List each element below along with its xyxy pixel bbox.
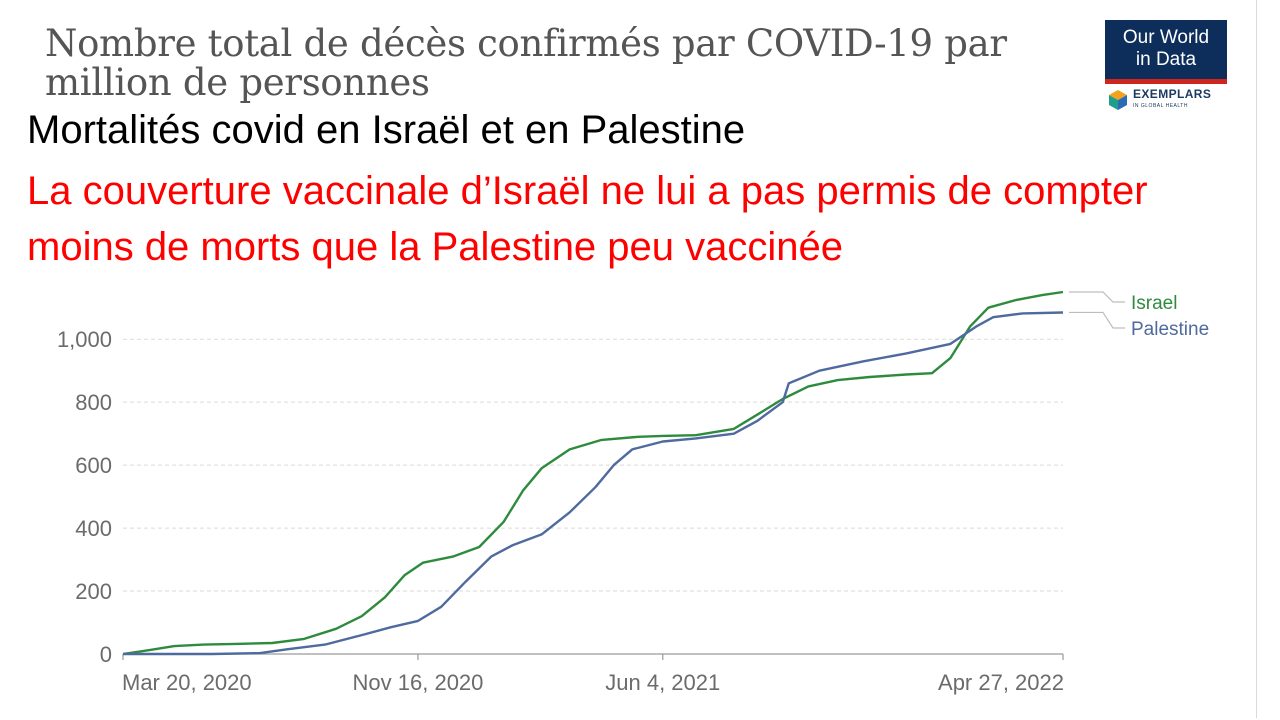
owid-logo-box: Our World in Data — [1105, 20, 1227, 84]
line-chart: 0 200 400 600 800 1,000 Mar 20, 2020 Nov 16, 20… — [57, 290, 1209, 695]
series-line-palestine — [123, 311, 1064, 656]
y-tick-label: 1,000 — [57, 327, 112, 352]
owid-logo[interactable]: Our World in Data EXEMPLARS IN GLOBAL HE… — [1105, 20, 1227, 112]
series-line-israel — [122, 290, 1064, 656]
x-tick-label: Apr 27, 2022 — [938, 670, 1064, 695]
exemplars-label: EXEMPLARS IN GLOBAL HEALTH — [1133, 88, 1211, 112]
slide-frame — [1256, 0, 1257, 718]
exemplars-cube-icon — [1109, 90, 1127, 110]
exemplars-name: EXEMPLARS — [1133, 87, 1212, 101]
slide-heading: Mortalités covid en Israël et en Palesti… — [27, 108, 746, 152]
y-tick-label: 200 — [75, 579, 112, 604]
y-tick-label: 600 — [75, 453, 112, 478]
chart-area: 0 200 400 600 800 1,000 Mar 20, 2020 Nov 16, 20… — [0, 270, 1256, 710]
y-tick-label: 0 — [100, 642, 112, 667]
exemplars-sub: IN GLOBAL HEALTH — [1133, 103, 1188, 109]
x-tick-label: Nov 16, 2020 — [353, 670, 484, 695]
x-tick-label: Mar 20, 2020 — [122, 670, 252, 695]
exemplars-badge: EXEMPLARS IN GLOBAL HEALTH — [1105, 88, 1227, 112]
y-tick-label: 400 — [75, 516, 112, 541]
series-label-israel: Israel — [1131, 293, 1177, 314]
owid-logo-line1: Our World — [1122, 27, 1210, 48]
slide-subheading: La couverture vaccinale d’Israël ne lui … — [27, 169, 1148, 269]
series-label-leader — [1069, 291, 1125, 303]
chart-title: Nombre total de décès confirmés par COVI… — [45, 22, 1007, 104]
series-label-leader — [1069, 311, 1125, 329]
owid-logo-line2: in Data — [1135, 49, 1197, 70]
y-tick-label: 800 — [75, 390, 112, 415]
series-label-palestine: Palestine — [1131, 319, 1209, 340]
x-tick-label: Jun 4, 2021 — [605, 670, 720, 695]
